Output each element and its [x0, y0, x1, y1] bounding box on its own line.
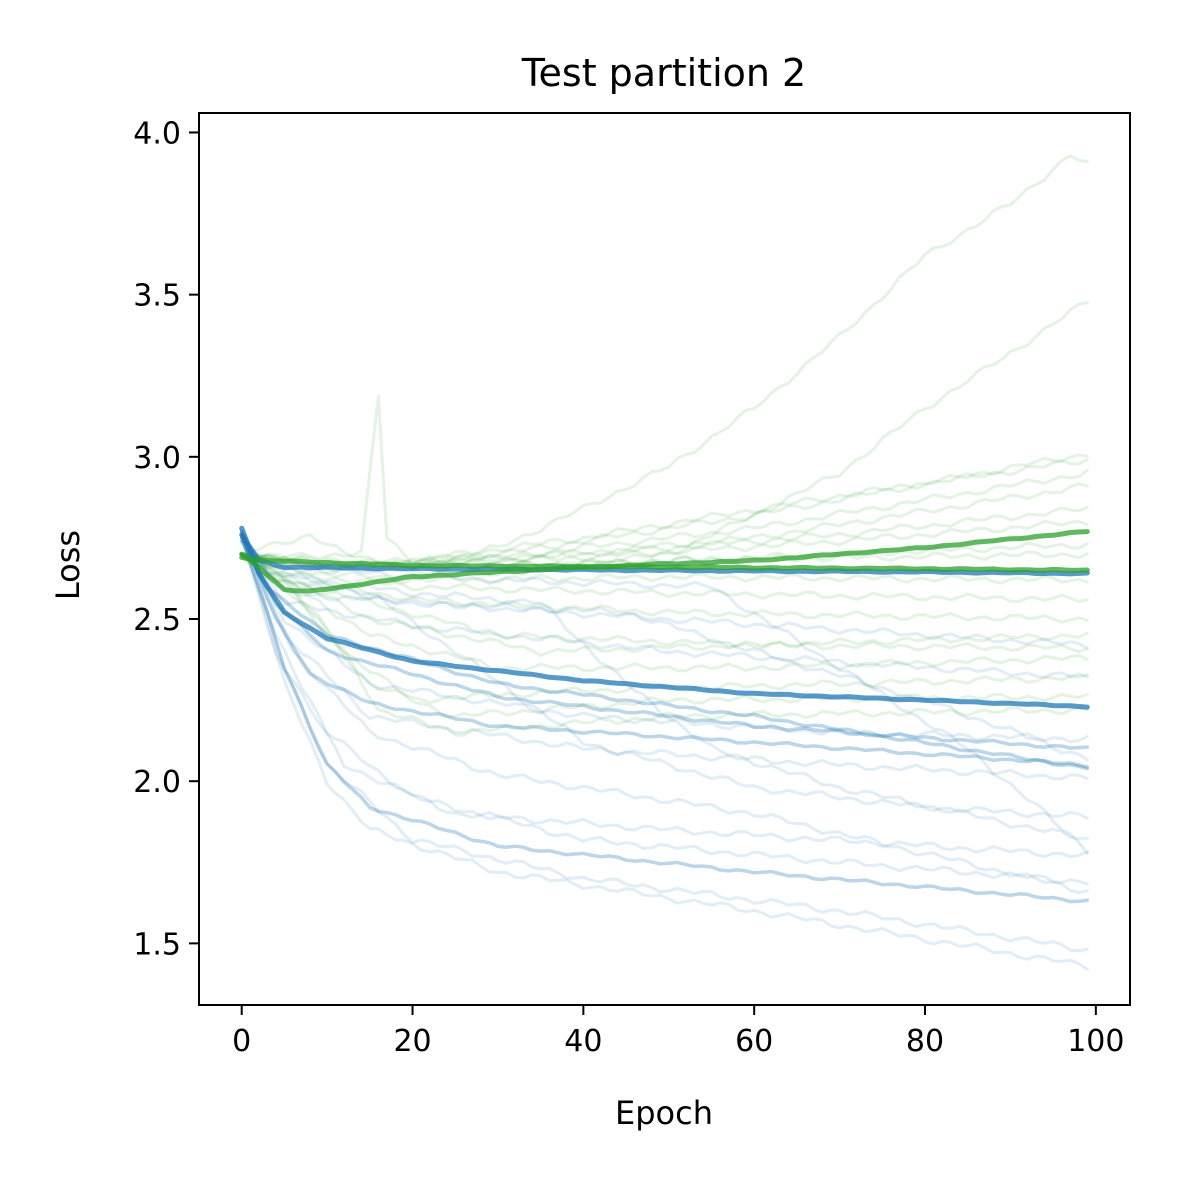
series-line-34 [240, 552, 1089, 624]
y-tick-label-4: 3.5 [133, 279, 181, 314]
y-axis: 1.5 2.0 2.5 3.0 3.5 4.0 [133, 116, 199, 962]
x-tick-label-4: 80 [906, 1024, 944, 1059]
series-line-5 [239, 532, 1090, 904]
series-line-16 [240, 536, 1089, 781]
series-line-33 [240, 552, 1089, 654]
series-layer [239, 154, 1090, 971]
series-line-8 [240, 533, 1089, 971]
series-line-2 [239, 529, 1090, 594]
series-line-35 [240, 552, 1089, 657]
series-line-19 [240, 533, 1089, 894]
series-line-14 [240, 539, 1089, 855]
series-line-23 [240, 394, 1089, 566]
chart-title: Test partition 2 [521, 51, 806, 95]
series-line-17 [240, 539, 1089, 679]
series-line-38 [240, 552, 1089, 585]
series-line-7 [239, 539, 1090, 750]
x-axis: 0 20 40 60 80 100 [232, 1005, 1124, 1059]
plot-frame [198, 112, 1131, 1006]
x-tick-label-5: 100 [1067, 1024, 1124, 1059]
series-line-0 [239, 525, 1090, 710]
series-line-13 [240, 533, 1089, 841]
x-tick-label-2: 40 [564, 1024, 602, 1059]
y-tick-label-1: 2.0 [133, 765, 181, 800]
y-tick-label-5: 4.0 [133, 116, 181, 151]
x-axis-label: Epoch [615, 1094, 713, 1132]
series-line-12 [240, 536, 1089, 820]
series-line-11 [240, 529, 1089, 859]
y-tick-label-3: 3.0 [133, 441, 181, 476]
series-line-15 [240, 533, 1089, 744]
series-line-9 [240, 536, 1089, 953]
series-line-3 [239, 554, 1090, 573]
series-line-32 [240, 552, 1089, 673]
y-axis-label: Loss [49, 530, 87, 600]
y-tick-label-0: 1.5 [133, 927, 181, 962]
series-line-30 [240, 552, 1089, 737]
y-tick-label-2: 2.5 [133, 603, 181, 638]
series-line-20 [240, 536, 1089, 762]
series-line-4 [239, 529, 1090, 769]
series-line-37 [240, 552, 1089, 604]
x-tick-label-1: 20 [393, 1024, 431, 1059]
series-line-10 [240, 533, 1089, 886]
series-line-1 [239, 532, 1090, 577]
x-tick-label-0: 0 [232, 1024, 251, 1059]
series-line-18 [240, 536, 1089, 650]
x-tick-label-3: 60 [735, 1024, 773, 1059]
